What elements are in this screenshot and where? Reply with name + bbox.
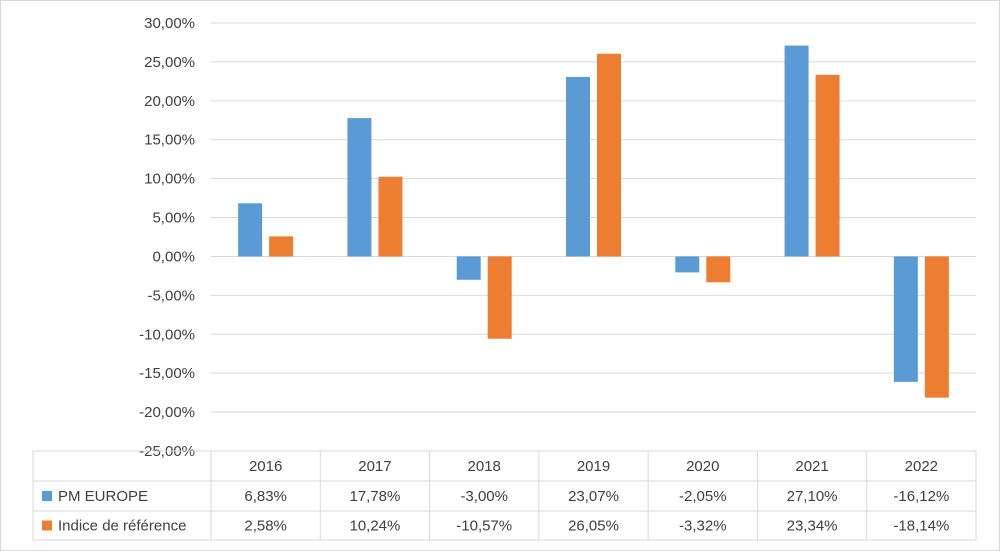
y-tick-label: 10,00%: [144, 171, 195, 188]
y-tick-label: -15,00%: [139, 365, 195, 382]
data-label: -2,05%: [679, 488, 727, 505]
y-tick-label: -20,00%: [139, 404, 195, 421]
category-label: 2020: [686, 458, 719, 475]
data-label: 26,05%: [568, 518, 619, 535]
bar-pm-europe-2017: [347, 118, 372, 257]
legend-key: [42, 491, 52, 501]
y-tick-label: -10,00%: [139, 326, 195, 343]
y-tick-label: -5,00%: [147, 287, 195, 304]
data-label: -18,14%: [893, 518, 949, 535]
y-tick-label: 15,00%: [144, 132, 195, 149]
bar-indice-reference-2018: [487, 256, 512, 339]
bar-pm-europe-2018: [456, 256, 481, 280]
data-label: 10,24%: [349, 518, 400, 535]
data-label: -3,32%: [679, 518, 727, 535]
y-tick-label: 5,00%: [152, 210, 195, 227]
legend-key: [42, 520, 52, 531]
bar-indice-reference-2016: [269, 236, 294, 257]
bar-pm-europe-2016: [238, 203, 263, 257]
data-label: 6,83%: [244, 488, 287, 505]
legend-label: Indice de référence: [58, 518, 186, 535]
bar-indice-reference-2021: [815, 74, 840, 257]
bar-indice-reference-2019: [597, 53, 621, 257]
bar-indice-reference-2020: [706, 256, 731, 283]
data-label: -16,12%: [893, 488, 949, 505]
bar-pm-europe-2019: [566, 76, 590, 257]
category-label: 2022: [905, 458, 938, 475]
y-tick-label: 0,00%: [152, 248, 195, 265]
bar-pm-europe-2022: [893, 256, 918, 382]
y-tick-label: 25,00%: [144, 54, 195, 71]
bar-indice-reference-2017: [378, 176, 403, 257]
y-tick-label: 20,00%: [144, 93, 195, 110]
bar-pm-europe-2021: [784, 45, 809, 257]
category-label: 2016: [249, 458, 282, 475]
category-label: 2017: [358, 458, 391, 475]
data-label: -10,57%: [456, 518, 512, 535]
legend-label: PM EUROPE: [58, 488, 148, 505]
data-label: 27,10%: [787, 488, 838, 505]
data-label: 23,07%: [568, 488, 619, 505]
category-label: 2018: [468, 458, 501, 475]
data-label: -3,00%: [460, 488, 508, 505]
data-label: 23,34%: [787, 518, 838, 535]
bar-indice-reference-2022: [924, 256, 949, 398]
bar-pm-europe-2020: [675, 256, 700, 273]
category-label: 2019: [577, 458, 610, 475]
data-label: 17,78%: [349, 488, 400, 505]
category-label: 2021: [795, 458, 828, 475]
data-label: 2,58%: [244, 518, 287, 535]
y-tick-label: 30,00%: [144, 15, 195, 32]
